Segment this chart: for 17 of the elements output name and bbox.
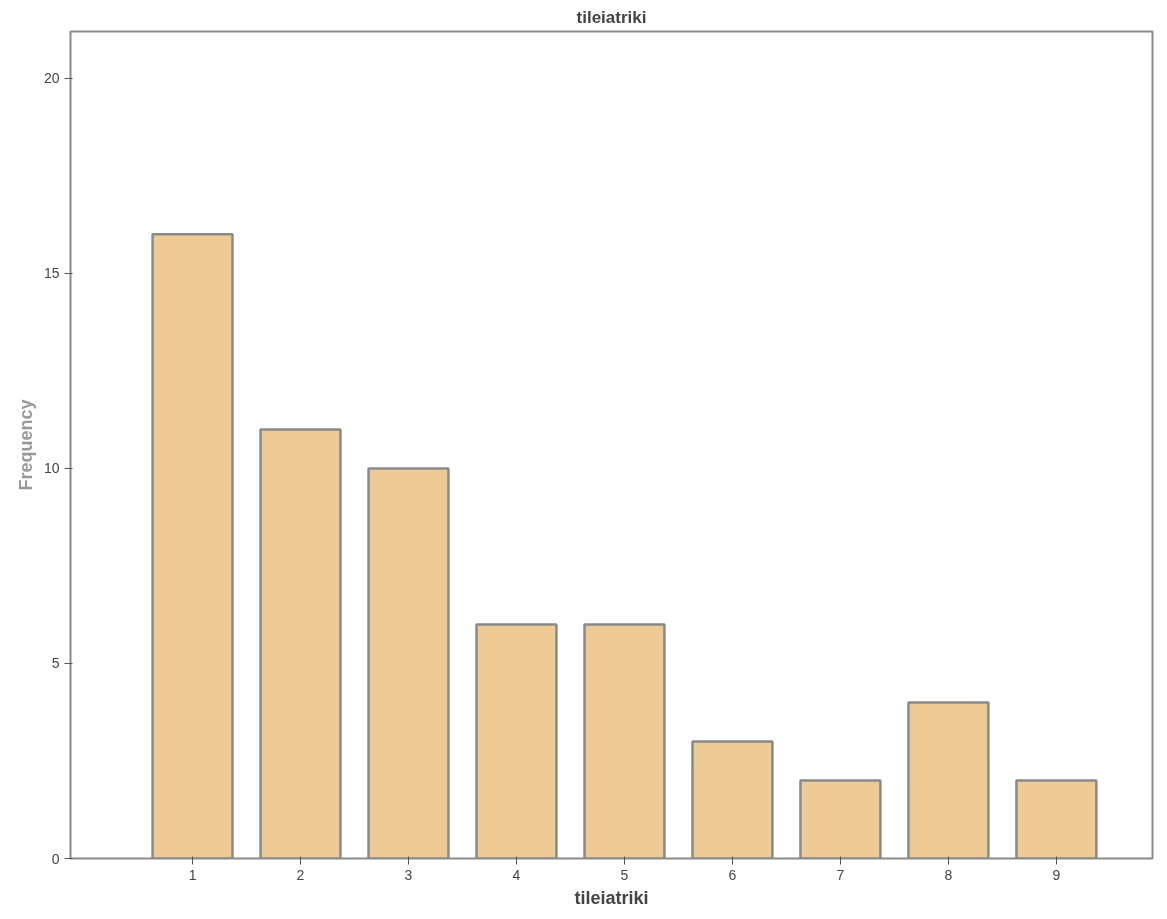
y-tick-label: 15 [43, 265, 60, 282]
y-tick-label: 0 [51, 850, 60, 867]
x-axis-title: tileiatriki [574, 887, 649, 908]
x-tick-label: 5 [620, 866, 629, 883]
chart-title: tileiatriki [576, 7, 647, 27]
x-tick-label: 3 [404, 866, 413, 883]
x-tick-label: 7 [836, 866, 845, 883]
x-tick-label: 9 [1052, 866, 1061, 883]
y-tick-label: 20 [43, 70, 60, 87]
y-axis-title: Frequency [15, 399, 36, 491]
y-tick-label: 5 [51, 655, 60, 672]
x-tick-label: 8 [944, 866, 953, 883]
x-tick-label: 2 [296, 866, 305, 883]
x-tick-label: 4 [512, 866, 521, 883]
y-tick-label: 10 [43, 460, 60, 477]
x-tick-label: 6 [728, 866, 737, 883]
x-tick-label: 1 [188, 866, 197, 883]
